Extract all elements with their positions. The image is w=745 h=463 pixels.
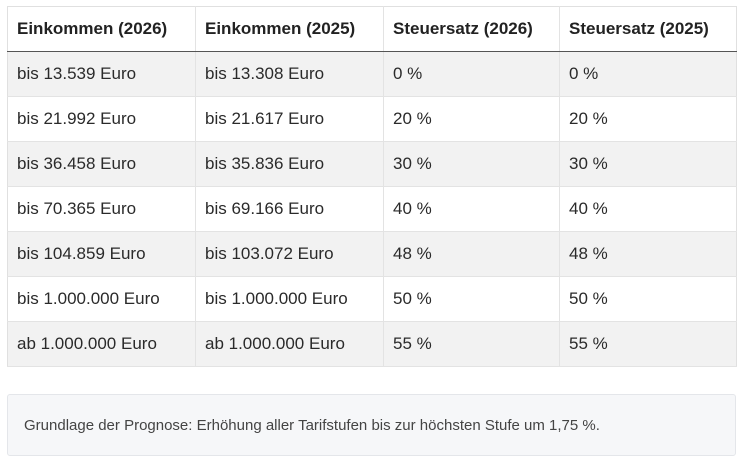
cell-tax-rate-2026: 20 % xyxy=(383,96,560,142)
cell-tax-rate-2026: 30 % xyxy=(383,141,560,187)
cell-income-2025: bis 35.836 Euro xyxy=(195,141,384,187)
forecast-note-text: Grundlage der Prognose: Erhöhung aller T… xyxy=(24,416,600,434)
cell-tax-rate-2026: 40 % xyxy=(383,186,560,232)
cell-tax-rate-2025: 20 % xyxy=(559,96,737,142)
cell-tax-rate-2026: 48 % xyxy=(383,231,560,277)
table-header: Einkommen (2026) Einkommen (2025) Steuer… xyxy=(7,6,737,52)
cell-tax-rate-2025: 55 % xyxy=(559,321,737,367)
cell-income-2025: ab 1.000.000 Euro xyxy=(195,321,384,367)
cell-income-2026: bis 13.539 Euro xyxy=(7,51,196,97)
table-row: bis 104.859 Euro bis 103.072 Euro 48 % 4… xyxy=(7,231,737,277)
cell-income-2025: bis 1.000.000 Euro xyxy=(195,276,384,322)
cell-income-2026: bis 1.000.000 Euro xyxy=(7,276,196,322)
cell-income-2025: bis 13.308 Euro xyxy=(195,51,384,97)
table-row: bis 21.992 Euro bis 21.617 Euro 20 % 20 … xyxy=(7,96,737,142)
cell-income-2026: bis 70.365 Euro xyxy=(7,186,196,232)
cell-income-2025: bis 21.617 Euro xyxy=(195,96,384,142)
cell-tax-rate-2025: 0 % xyxy=(559,51,737,97)
cell-tax-rate-2026: 0 % xyxy=(383,51,560,97)
table-row: bis 70.365 Euro bis 69.166 Euro 40 % 40 … xyxy=(7,186,737,232)
header-income-2026: Einkommen (2026) xyxy=(7,6,196,52)
cell-tax-rate-2025: 50 % xyxy=(559,276,737,322)
header-income-2025: Einkommen (2025) xyxy=(195,6,384,52)
cell-income-2026: ab 1.000.000 Euro xyxy=(7,321,196,367)
cell-tax-rate-2025: 40 % xyxy=(559,186,737,232)
cell-income-2025: bis 69.166 Euro xyxy=(195,186,384,232)
table-row: bis 1.000.000 Euro bis 1.000.000 Euro 50… xyxy=(7,276,737,322)
table-body: bis 13.539 Euro bis 13.308 Euro 0 % 0 % … xyxy=(7,51,737,367)
tax-rate-table: Einkommen (2026) Einkommen (2025) Steuer… xyxy=(7,6,737,367)
cell-income-2026: bis 21.992 Euro xyxy=(7,96,196,142)
table-row: bis 36.458 Euro bis 35.836 Euro 30 % 30 … xyxy=(7,141,737,187)
cell-tax-rate-2025: 48 % xyxy=(559,231,737,277)
header-tax-rate-2025: Steuersatz (2025) xyxy=(559,6,737,52)
cell-income-2025: bis 103.072 Euro xyxy=(195,231,384,277)
cell-income-2026: bis 36.458 Euro xyxy=(7,141,196,187)
header-tax-rate-2026: Steuersatz (2026) xyxy=(383,6,560,52)
forecast-note-box: Grundlage der Prognose: Erhöhung aller T… xyxy=(7,394,736,456)
header-row: Einkommen (2026) Einkommen (2025) Steuer… xyxy=(7,6,737,52)
cell-tax-rate-2025: 30 % xyxy=(559,141,737,187)
cell-tax-rate-2026: 50 % xyxy=(383,276,560,322)
table-row: bis 13.539 Euro bis 13.308 Euro 0 % 0 % xyxy=(7,51,737,97)
cell-income-2026: bis 104.859 Euro xyxy=(7,231,196,277)
cell-tax-rate-2026: 55 % xyxy=(383,321,560,367)
table-row: ab 1.000.000 Euro ab 1.000.000 Euro 55 %… xyxy=(7,321,737,367)
